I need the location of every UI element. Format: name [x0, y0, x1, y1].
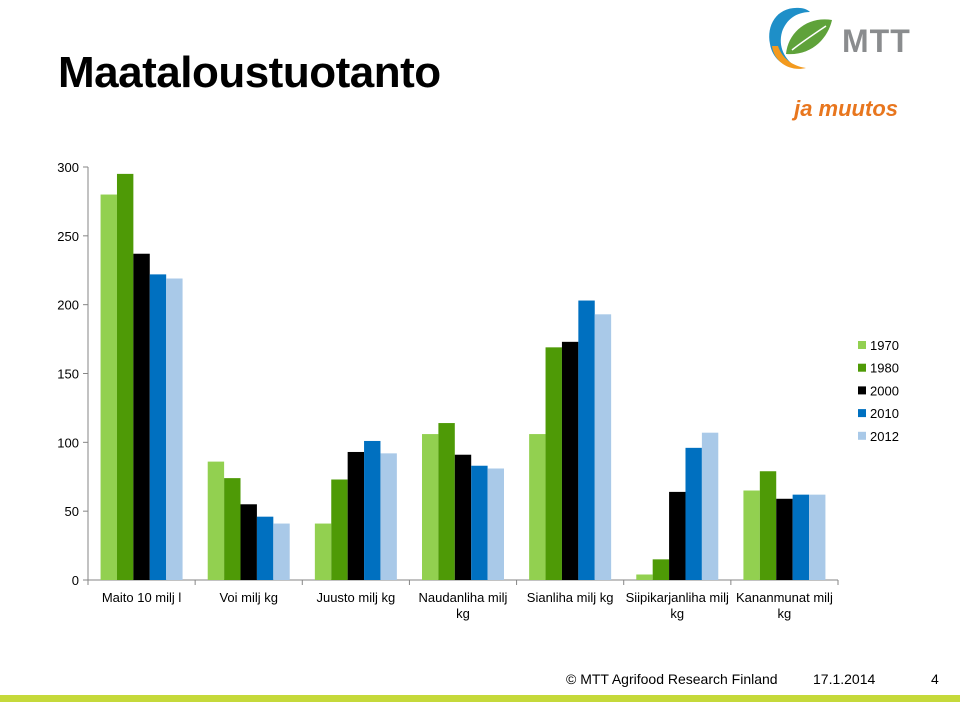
bar-1970-5 — [636, 574, 653, 580]
bar-1970-0 — [100, 194, 117, 581]
legend-swatch-1970 — [858, 341, 866, 349]
bar-2010-1 — [256, 516, 274, 580]
x-category-label: Siipikarjanliha milj — [626, 590, 729, 605]
bar-2012-1 — [273, 523, 290, 580]
bar-2000-1 — [240, 504, 257, 580]
bar-1980-4 — [545, 347, 562, 580]
footer-accent-bar — [0, 695, 960, 702]
footer-date: 17.1.2014 — [813, 671, 876, 687]
x-category-label: kg — [778, 606, 792, 621]
bar-1980-6 — [759, 471, 777, 580]
x-category-label: Maito 10 milj l — [102, 590, 182, 605]
bar-2010-0 — [149, 274, 167, 580]
y-tick-label: 50 — [65, 504, 79, 519]
y-tick-label: 300 — [57, 160, 79, 175]
logo-text: MTT — [842, 23, 911, 59]
bar-2000-6 — [776, 498, 793, 580]
bar-2012-6 — [809, 494, 826, 580]
legend-swatch-1980 — [858, 363, 866, 372]
bar-2010-6 — [792, 494, 810, 580]
bar-1980-1 — [224, 478, 241, 580]
bar-2010-2 — [364, 440, 381, 580]
bar-2000-2 — [347, 451, 365, 580]
x-category-label: kg — [670, 606, 684, 621]
x-category-label: Juusto milj kg — [316, 590, 395, 605]
legend-label-2000: 2000 — [870, 383, 899, 398]
slide-title: Maataloustuotanto — [58, 48, 441, 97]
legend-swatch-2012 — [858, 431, 866, 440]
mtt-logo: MTT — [769, 7, 911, 69]
bar-1980-5 — [652, 559, 670, 580]
x-category-label: Naudanliha milj — [419, 590, 508, 605]
bar-2000-0 — [133, 253, 150, 581]
bar-2012-5 — [701, 432, 719, 580]
bar-1970-6 — [743, 490, 760, 580]
tagline: ja muutos — [794, 96, 898, 121]
bar-2010-5 — [685, 447, 702, 580]
bar-1970-2 — [314, 523, 332, 580]
logo-swirl-icon — [769, 7, 832, 69]
x-category-label: Kananmunat milj — [736, 590, 833, 605]
y-tick-label: 150 — [57, 367, 79, 382]
x-category-label: Voi milj kg — [219, 590, 278, 605]
y-tick-label: 200 — [57, 298, 79, 313]
x-category-label: Sianliha milj kg — [527, 590, 614, 605]
bar-2010-3 — [471, 465, 488, 580]
bar-2010-4 — [578, 300, 595, 580]
x-category-label: kg — [456, 606, 470, 621]
bar-2012-0 — [166, 278, 183, 580]
bar-2012-2 — [380, 453, 397, 580]
legend-swatch-2000 — [858, 386, 866, 395]
y-tick-label: 100 — [57, 435, 79, 450]
legend-label-2012: 2012 — [870, 429, 899, 444]
page-number: 4 — [931, 671, 939, 687]
bar-1970-1 — [207, 461, 225, 580]
bar-2012-3 — [487, 468, 504, 580]
bar-2000-5 — [669, 491, 686, 580]
legend-label-1970: 1970 — [870, 338, 899, 353]
legend-label-1980: 1980 — [870, 361, 899, 376]
y-tick-label: 0 — [72, 573, 79, 588]
legend-label-2010: 2010 — [870, 406, 899, 421]
bar-2000-3 — [454, 454, 472, 580]
y-tick-label: 250 — [57, 229, 79, 244]
bar-1970-4 — [529, 434, 546, 580]
bar-2000-4 — [561, 341, 579, 580]
bar-2012-4 — [594, 314, 612, 580]
footer-copyright: © MTT Agrifood Research Finland — [566, 671, 778, 687]
bar-1980-2 — [331, 479, 348, 580]
bar-1980-0 — [116, 173, 134, 580]
bar-1970-3 — [422, 434, 439, 580]
legend-swatch-2010 — [858, 409, 866, 418]
bar-1980-3 — [438, 423, 455, 580]
bar-chart: 0 50 100 150 200 250 300 Maito 10 milj l Voi mil… — [57, 160, 899, 621]
